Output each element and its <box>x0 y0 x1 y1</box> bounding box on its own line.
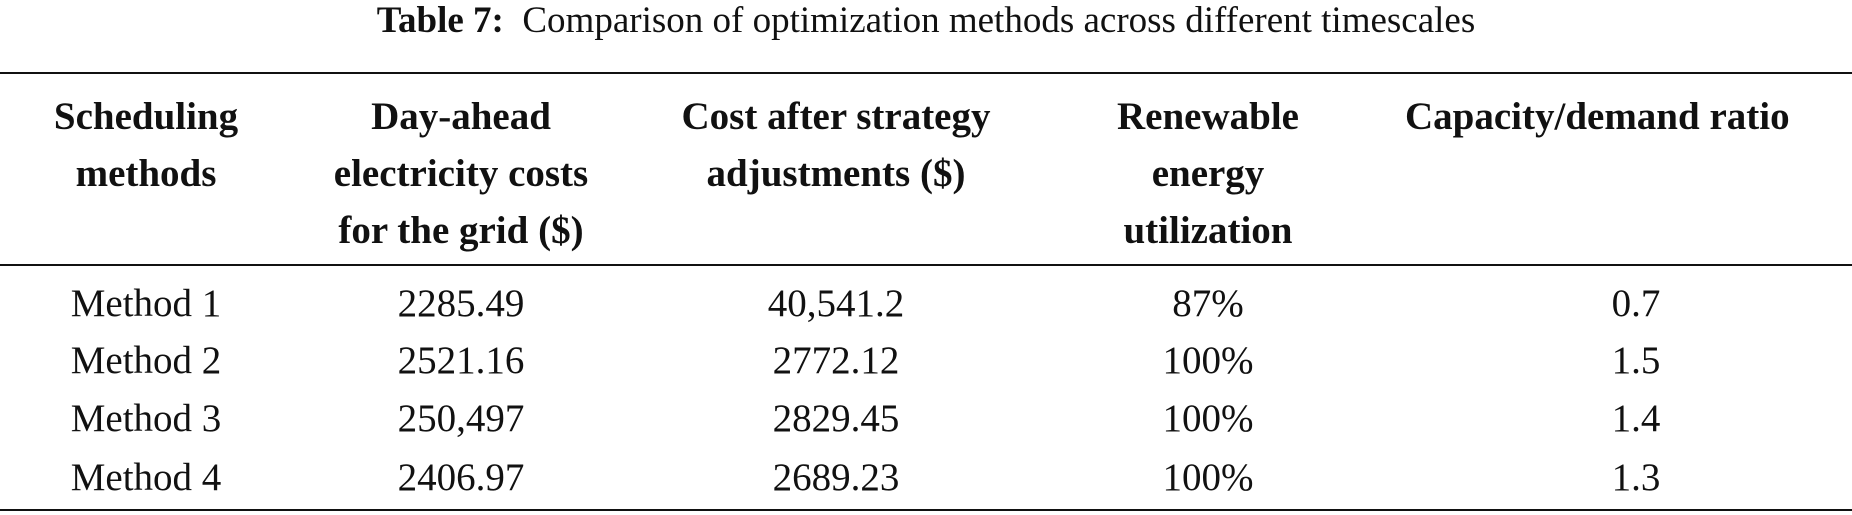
table-cell: 100% <box>1162 339 1254 382</box>
table-cell: 250,497 <box>397 397 525 440</box>
header-cell: Scheduling methods <box>53 95 239 195</box>
header-cell: Renewable energy utilization <box>1117 95 1299 252</box>
table-cell: 2406.97 <box>397 456 525 499</box>
table-cell: Method 4 <box>70 456 222 499</box>
header-cell: Day-ahead electricity costs for the grid… <box>333 95 589 252</box>
header-cell: Cost after strategy adjustments ($) <box>681 95 991 195</box>
table-cell: 2689.23 <box>772 456 900 499</box>
table-cell: 40,541.2 <box>767 282 905 325</box>
table-cell: 1.3 <box>1611 456 1661 499</box>
table-cell: Method 2 <box>70 339 222 382</box>
mid-rule <box>0 264 1852 266</box>
table-cell: 0.7 <box>1611 282 1661 325</box>
caption-text: Comparison of optimization methods acros… <box>522 0 1476 41</box>
table-cell: 100% <box>1162 456 1254 499</box>
header-cell: Capacity/demand ratio <box>1405 95 1790 138</box>
table-cell: Method 1 <box>70 282 222 325</box>
table-cell: 87% <box>1172 282 1244 325</box>
table-caption: Table 7: Comparison of optimization meth… <box>0 0 1852 42</box>
table-cell: 2285.49 <box>397 282 525 325</box>
table-cell: 2772.12 <box>772 339 900 382</box>
table-cell: 2521.16 <box>397 339 525 382</box>
table-cell: Method 3 <box>70 397 222 440</box>
bottom-rule <box>0 509 1852 511</box>
table-cell: 2829.45 <box>772 397 900 440</box>
table-cell: 1.4 <box>1611 397 1661 440</box>
top-rule <box>0 72 1852 74</box>
table-cell: 1.5 <box>1611 339 1661 382</box>
table-cell: 100% <box>1162 397 1254 440</box>
caption-label: Table 7: <box>376 0 504 41</box>
